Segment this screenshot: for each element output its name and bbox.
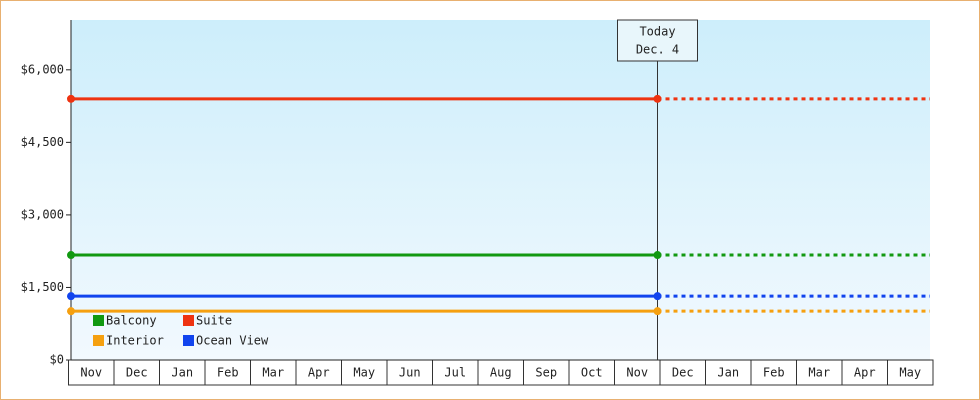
y-tick-label: $4,500 (21, 135, 64, 149)
point (67, 307, 75, 316)
plot-area (71, 20, 930, 360)
y-tick-label: $6,000 (21, 62, 64, 76)
today-label: Today (639, 25, 675, 39)
month-cell (705, 359, 752, 386)
legend-label: Balcony (106, 314, 157, 328)
x-tick-label: Apr (308, 366, 330, 380)
x-tick-label: Dec (126, 366, 148, 380)
month-cell (568, 359, 615, 386)
x-tick-label: Jan (171, 366, 193, 380)
y-tick-label: $1,500 (21, 280, 64, 294)
point (653, 307, 662, 316)
x-tick-label: May (899, 366, 921, 380)
legend-swatch (183, 335, 194, 346)
point (67, 94, 75, 103)
x-tick-label: Jan (717, 366, 739, 380)
x-tick-label: May (353, 366, 375, 380)
point (653, 251, 662, 260)
legend-label: Suite (196, 314, 232, 328)
x-tick-label: Sep (535, 366, 557, 380)
x-tick-label: Feb (217, 366, 239, 380)
x-tick-label: Mar (808, 366, 830, 380)
legend-swatch (93, 315, 104, 326)
month-cell (796, 359, 843, 386)
x-tick-label: Apr (854, 366, 876, 380)
today-box (617, 19, 698, 62)
x-tick-label: Nov (626, 366, 648, 380)
month-cell (659, 359, 706, 386)
x-tick-label: Aug (490, 366, 512, 380)
x-tick-label: Mar (262, 366, 284, 380)
legend-label: Ocean View (196, 334, 269, 348)
legend-label: Interior (106, 334, 164, 348)
x-tick-label: Jun (399, 366, 421, 380)
point (67, 251, 75, 260)
point (67, 292, 75, 301)
month-cell (887, 359, 934, 386)
point (653, 292, 662, 301)
x-tick-label: Feb (763, 366, 785, 380)
month-cell (841, 359, 888, 386)
today-label: Dec. 4 (636, 43, 679, 57)
legend-swatch (93, 335, 104, 346)
y-tick-label: $0 (50, 353, 64, 367)
point (653, 94, 662, 103)
x-tick-label: Nov (80, 366, 102, 380)
x-tick-label: Oct (581, 366, 603, 380)
x-tick-label: Jul (444, 366, 466, 380)
y-tick-label: $3,000 (21, 207, 64, 221)
x-tick-label: Dec (672, 366, 694, 380)
month-cell (386, 359, 433, 386)
legend-swatch (183, 315, 194, 326)
